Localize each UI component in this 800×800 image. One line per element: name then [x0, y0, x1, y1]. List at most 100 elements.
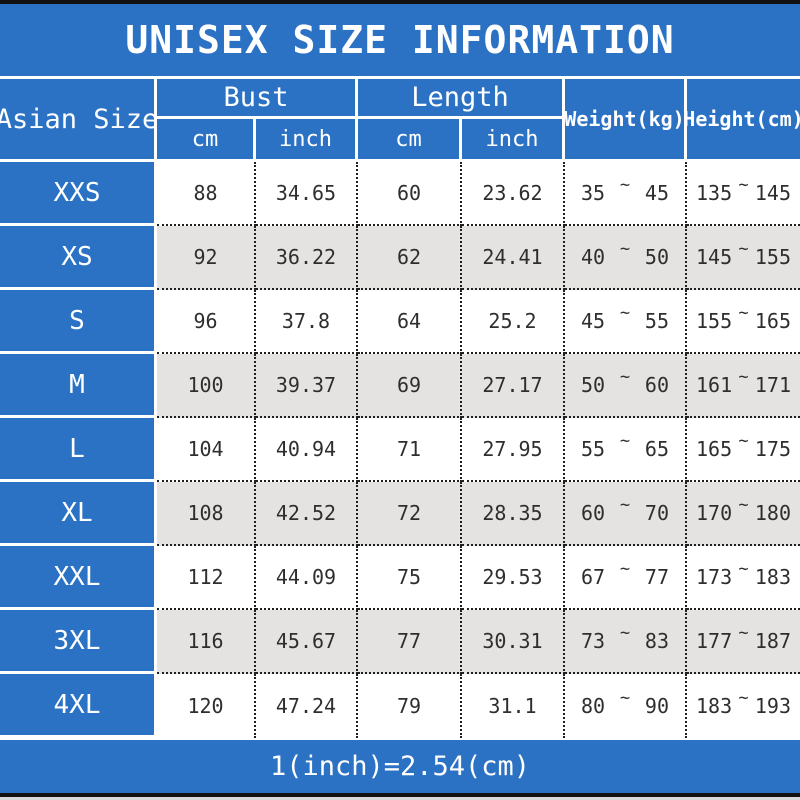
table-header: Asian Size Bust Length Weight(kg) Height… — [0, 79, 800, 162]
size-cell: 4XL — [0, 674, 157, 738]
tilde-separator: ~ — [619, 623, 631, 643]
header-bust-inch: inch — [256, 119, 358, 159]
table-row: XS 92 36.22 62 24.41 40 ~ 50 145 ~ 155 — [0, 226, 800, 290]
height-range-cell: 165 ~ 175 — [687, 418, 800, 482]
height-min-value: 161 — [696, 373, 733, 397]
table-row: XXS 88 34.65 60 23.62 35 ~ 45 135 ~ 145 — [0, 162, 800, 226]
header-bust-cm: cm — [157, 119, 256, 159]
length-inch-cell: 29.53 — [462, 546, 565, 610]
weight-min-value: 60 — [581, 501, 606, 525]
bust-cm-cell: 96 — [157, 290, 256, 354]
header-bust: Bust — [157, 79, 358, 119]
weight-min-value: 73 — [581, 629, 606, 653]
length-inch-cell: 23.62 — [462, 162, 565, 226]
tilde-separator: ~ — [619, 239, 631, 259]
size-cell: XL — [0, 482, 157, 546]
length-cm-cell: 62 — [358, 226, 462, 290]
height-min-value: 173 — [696, 565, 733, 589]
header-weight: Weight(kg) — [564, 79, 687, 159]
weight-range-cell: 40 ~ 50 — [565, 226, 687, 290]
weight-range-cell: 60 ~ 70 — [565, 482, 687, 546]
height-range-cell: 170 ~ 180 — [687, 482, 800, 546]
bust-cm-cell: 116 — [157, 610, 256, 674]
bust-inch-cell: 37.8 — [256, 290, 358, 354]
tilde-separator: ~ — [738, 239, 749, 259]
tilde-separator: ~ — [738, 431, 749, 451]
table-row: XXL 112 44.09 75 29.53 67 ~ 77 173 ~ 183 — [0, 546, 800, 610]
length-inch-cell: 27.17 — [462, 354, 565, 418]
weight-max-value: 90 — [644, 694, 669, 718]
height-min-value: 145 — [696, 245, 733, 269]
bust-inch-cell: 39.37 — [256, 354, 358, 418]
tilde-separator: ~ — [738, 495, 749, 515]
weight-range-cell: 67 ~ 77 — [565, 546, 687, 610]
length-cm-cell: 69 — [358, 354, 462, 418]
weight-max-value: 65 — [644, 437, 669, 461]
weight-range-cell: 55 ~ 65 — [565, 418, 687, 482]
weight-max-value: 50 — [644, 245, 669, 269]
title-band: UNISEX SIZE INFORMATION — [0, 4, 800, 79]
height-max-value: 183 — [754, 565, 791, 589]
height-max-value: 145 — [754, 181, 791, 205]
height-range-cell: 161 ~ 171 — [687, 354, 800, 418]
tilde-separator: ~ — [619, 303, 631, 323]
size-cell: XXS — [0, 162, 157, 226]
table-row: 3XL 116 45.67 77 30.31 73 ~ 83 177 ~ 187 — [0, 610, 800, 674]
tilde-separator: ~ — [619, 431, 631, 451]
tilde-separator: ~ — [619, 559, 631, 579]
height-max-value: 165 — [754, 309, 791, 333]
tilde-separator: ~ — [738, 688, 749, 708]
height-min-value: 155 — [696, 309, 733, 333]
bust-cm-cell: 104 — [157, 418, 256, 482]
page-title: UNISEX SIZE INFORMATION — [125, 18, 675, 62]
bust-cm-cell: 120 — [157, 674, 256, 738]
height-range-cell: 177 ~ 187 — [687, 610, 800, 674]
header-length: Length — [358, 79, 565, 119]
length-inch-cell: 31.1 — [462, 674, 565, 738]
size-cell: S — [0, 290, 157, 354]
tilde-separator: ~ — [619, 688, 631, 708]
size-cell: M — [0, 354, 157, 418]
weight-max-value: 45 — [644, 181, 669, 205]
weight-range-cell: 35 ~ 45 — [565, 162, 687, 226]
table-row: S 96 37.8 64 25.2 45 ~ 55 155 ~ 165 — [0, 290, 800, 354]
bust-inch-cell: 40.94 — [256, 418, 358, 482]
height-max-value: 171 — [754, 373, 791, 397]
weight-min-value: 67 — [581, 565, 606, 589]
weight-max-value: 60 — [644, 373, 669, 397]
bottom-shadow-strip — [0, 797, 800, 800]
height-range-cell: 155 ~ 165 — [687, 290, 800, 354]
length-cm-cell: 75 — [358, 546, 462, 610]
tilde-separator: ~ — [738, 303, 749, 323]
height-max-value: 193 — [754, 694, 791, 718]
bust-cm-cell: 92 — [157, 226, 256, 290]
top-border — [0, 0, 800, 4]
weight-max-value: 83 — [644, 629, 669, 653]
length-inch-cell: 24.41 — [462, 226, 565, 290]
length-cm-cell: 71 — [358, 418, 462, 482]
height-min-value: 177 — [696, 629, 733, 653]
weight-min-value: 50 — [581, 373, 606, 397]
height-max-value: 175 — [754, 437, 791, 461]
weight-max-value: 70 — [644, 501, 669, 525]
bust-cm-cell: 100 — [157, 354, 256, 418]
tilde-separator: ~ — [738, 175, 749, 195]
length-inch-cell: 30.31 — [462, 610, 565, 674]
tilde-separator: ~ — [619, 495, 631, 515]
weight-min-value: 80 — [581, 694, 606, 718]
weight-range-cell: 50 ~ 60 — [565, 354, 687, 418]
weight-range-cell: 73 ~ 83 — [565, 610, 687, 674]
length-cm-cell: 79 — [358, 674, 462, 738]
header-length-inch: inch — [462, 119, 565, 159]
length-inch-cell: 25.2 — [462, 290, 565, 354]
height-min-value: 135 — [696, 181, 733, 205]
header-asian-size: Asian Size — [0, 79, 158, 159]
table-row: L 104 40.94 71 27.95 55 ~ 65 165 ~ 175 — [0, 418, 800, 482]
weight-min-value: 45 — [581, 309, 606, 333]
height-range-cell: 183 ~ 193 — [687, 674, 800, 738]
weight-min-value: 35 — [581, 181, 606, 205]
tilde-separator: ~ — [619, 175, 631, 195]
height-range-cell: 135 ~ 145 — [687, 162, 800, 226]
height-range-cell: 173 ~ 183 — [687, 546, 800, 610]
bust-inch-cell: 42.52 — [256, 482, 358, 546]
